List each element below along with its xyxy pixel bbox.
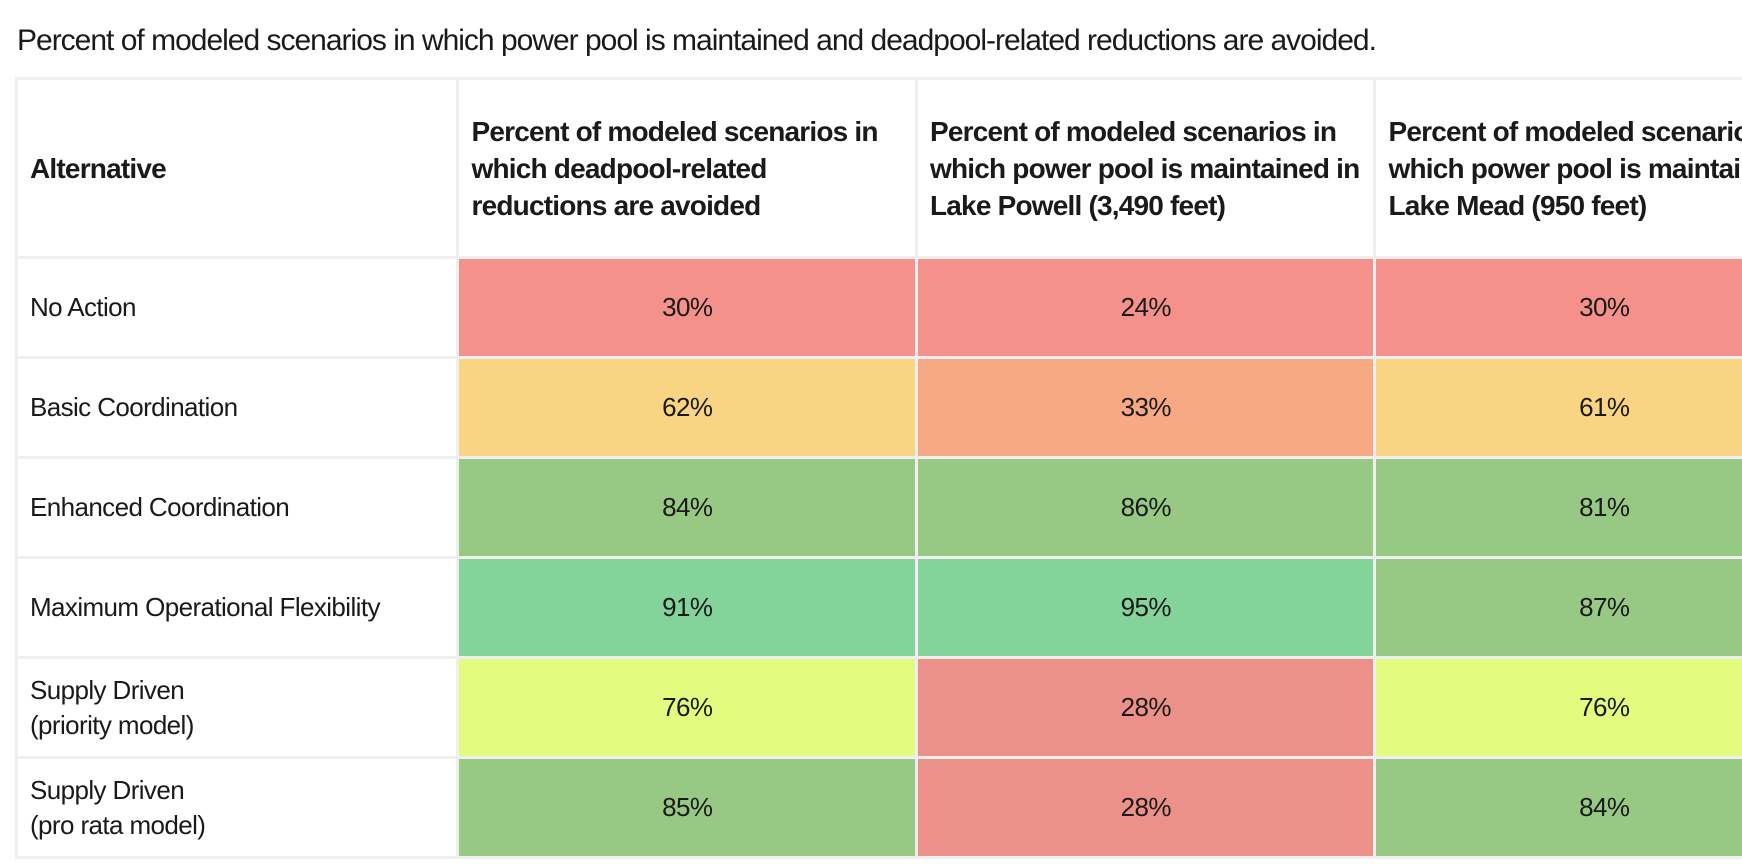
value-cell: 24%: [917, 259, 1374, 356]
table-row: Enhanced Coordination 84% 86% 81%: [18, 459, 1742, 556]
table-row: Basic Coordination 62% 33% 61%: [18, 359, 1742, 456]
column-header: Alternative: [18, 80, 457, 256]
column-header: Percent of modeled scenarios in which de…: [459, 80, 915, 256]
table-row: Supply Driven (pro rata model) 85% 28% 84%: [18, 759, 1742, 856]
row-label: Supply Driven (pro rata model): [18, 759, 457, 856]
value-cell: 86%: [917, 459, 1374, 556]
row-label: Enhanced Coordination: [18, 459, 457, 556]
row-label: No Action: [18, 259, 457, 356]
table-row: Maximum Operational Flexibility 91% 95% 87%: [18, 559, 1742, 656]
column-header: Percent of modeled scenarios in which po…: [1376, 80, 1742, 256]
table-body: No Action 30% 24% 30% Basic Coordination 62% 3…: [18, 259, 1742, 856]
value-cell: 76%: [459, 659, 915, 756]
value-cell: 28%: [917, 759, 1374, 856]
header-row: Alternative Percent of modeled scenarios …: [18, 80, 1742, 256]
value-cell: 81%: [1376, 459, 1742, 556]
value-cell: 76%: [1376, 659, 1742, 756]
value-cell: 91%: [459, 559, 915, 656]
value-cell: 28%: [917, 659, 1374, 756]
value-cell: 33%: [917, 359, 1374, 456]
value-cell: 62%: [459, 359, 915, 456]
value-cell: 30%: [459, 259, 915, 356]
row-label: Maximum Operational Flexibility: [18, 559, 457, 656]
table-caption: Percent of modeled scenarios in which po…: [17, 24, 1377, 57]
value-cell: 84%: [459, 459, 915, 556]
value-cell: 84%: [1376, 759, 1742, 856]
column-header: Percent of modeled scenarios in which po…: [917, 80, 1374, 256]
value-cell: 85%: [459, 759, 915, 856]
table-row: Supply Driven (priority model) 76% 28% 76%: [18, 659, 1742, 756]
row-label: Supply Driven (priority model): [18, 659, 457, 756]
value-cell: 87%: [1376, 559, 1742, 656]
value-cell: 95%: [917, 559, 1374, 656]
data-table: Alternative Percent of modeled scenarios …: [15, 77, 1742, 859]
value-cell: 61%: [1376, 359, 1742, 456]
row-label: Basic Coordination: [18, 359, 457, 456]
value-cell: 30%: [1376, 259, 1742, 356]
table-row: No Action 30% 24% 30%: [18, 259, 1742, 356]
